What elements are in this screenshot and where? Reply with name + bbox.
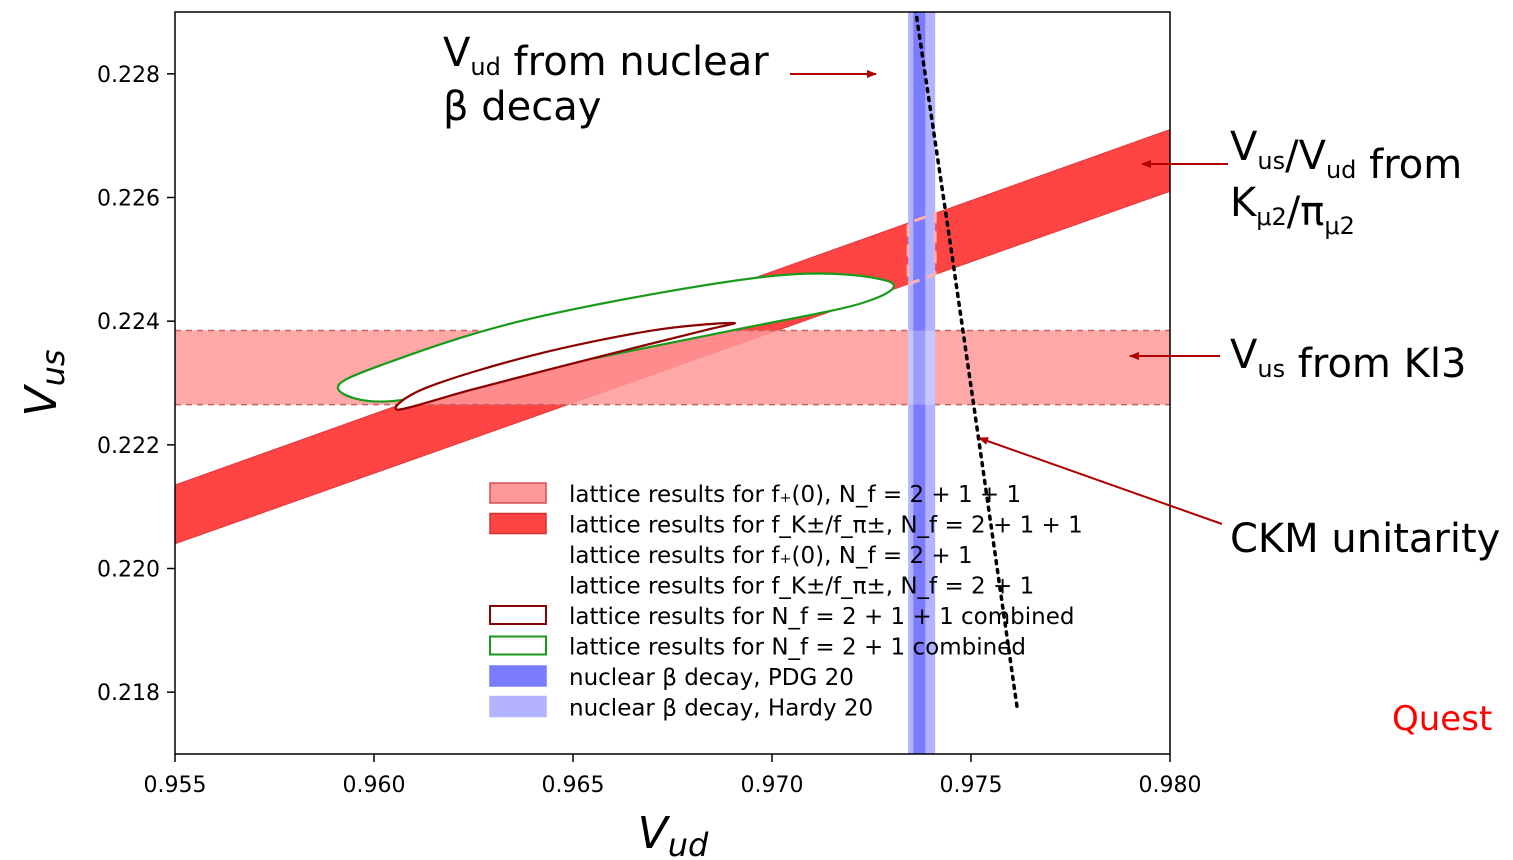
- y-axis-label-main: V: [16, 384, 67, 417]
- x-tick-label: 0.975: [940, 773, 1003, 798]
- x-tick-label: 0.960: [343, 773, 406, 798]
- x-axis-label-sub: ud: [668, 826, 709, 860]
- y-tick-label: 0.222: [97, 434, 160, 459]
- x-tick-label: 0.980: [1139, 773, 1202, 798]
- annot-ckm-arrow: [978, 437, 1223, 525]
- legend-swatch: [489, 695, 547, 718]
- y-tick-label: 0.228: [97, 63, 160, 88]
- y-tick-label: 0.220: [97, 558, 160, 583]
- x-tick-label: 0.970: [741, 773, 804, 798]
- ellipse-layer: [336, 272, 895, 411]
- annot-subscript: ud: [470, 53, 500, 81]
- annot-text: V: [1230, 332, 1258, 378]
- annot-kl3-line: Vus from Kl3: [1230, 332, 1466, 387]
- annot-text: from Kl3: [1285, 341, 1466, 387]
- legend-label: lattice results for f₊(0), N_f = 2 + 1 +…: [569, 482, 1021, 508]
- legend-label: lattice results for f_K±/f_π±, N_f = 2 +…: [569, 513, 1083, 539]
- annot-text: from: [1356, 142, 1462, 188]
- annot-subscript: μ2: [1256, 203, 1287, 231]
- annot-subscript: us: [1257, 355, 1285, 383]
- x-axis-label: Vud: [638, 808, 709, 860]
- annot-vud-nuclear-line: β decay: [443, 84, 601, 130]
- y-tick-label: 0.224: [97, 310, 160, 335]
- annot-text: from nuclear: [501, 39, 769, 85]
- legend-swatch: [489, 665, 547, 687]
- x-tick-label: 0.965: [542, 773, 605, 798]
- legend-swatch: [489, 605, 547, 625]
- annot-text: β decay: [443, 84, 601, 130]
- legend-label: lattice results for f₊(0), N_f = 2 + 1: [569, 543, 973, 569]
- intersection-box: [906, 211, 937, 287]
- annot-subscript: us: [1257, 147, 1285, 175]
- annot-subscript: μ2: [1324, 212, 1355, 240]
- annot-ratio-line: Kμ2/πμ2: [1230, 180, 1355, 240]
- annot-subscript: ud: [1326, 156, 1356, 184]
- legend-swatch: [489, 512, 547, 535]
- legend-swatch: [489, 635, 547, 656]
- pdg-band: [913, 12, 926, 754]
- annot-ckm: CKM unitarity: [1230, 516, 1500, 562]
- plot-frame: [174, 11, 1171, 755]
- question-text: Quest: [1392, 699, 1492, 739]
- y-axis-label-sub: us: [34, 349, 72, 386]
- ticks-layer: 0.955 0.960 0.965 0.970 0.975 0.980 0.218 0.220…: [97, 63, 1201, 798]
- x-tick-label: 0.955: [144, 773, 207, 798]
- annot-ckm-line: CKM unitarity: [1230, 516, 1500, 562]
- ckm-unitarity-curve: [914, 12, 1020, 713]
- annot-text: V: [1230, 124, 1258, 170]
- legend-label: nuclear β decay, Hardy 20: [569, 696, 873, 722]
- y-tick-label: 0.226: [97, 187, 160, 212]
- y-axis-label: Vus: [16, 349, 72, 416]
- annot-text: /π: [1287, 189, 1325, 235]
- annot-text: V: [443, 30, 471, 76]
- y-tick-label: 0.218: [97, 681, 160, 706]
- annot-text: CKM unitarity: [1230, 516, 1500, 562]
- unitarity-curve-layer: [914, 12, 1020, 713]
- legend-label: lattice results for N_f = 2 + 1 combined: [569, 635, 1026, 661]
- ellipse-nf211: [394, 321, 736, 411]
- legend-swatch: [489, 482, 547, 504]
- annot-vud-nuclear-line: Vud from nuclear: [443, 30, 769, 85]
- legend-label: nuclear β decay, PDG 20: [569, 665, 854, 691]
- kl3-intersection-highlight: [908, 330, 936, 405]
- annot-ratio-line: Vus/Vud from: [1230, 124, 1462, 188]
- annot-text: K: [1230, 180, 1258, 226]
- annot-kl3: Vus from Kl3: [1230, 332, 1466, 387]
- legend-label: lattice results for f_K±/f_π±, N_f = 2 +…: [569, 574, 1034, 600]
- legend-label: lattice results for N_f = 2 + 1 + 1 comb…: [569, 604, 1074, 630]
- annot-text: /V: [1285, 133, 1326, 179]
- x-axis-label-main: V: [638, 808, 671, 859]
- legend: lattice results for f₊(0), N_f = 2 + 1 +…: [489, 482, 1083, 722]
